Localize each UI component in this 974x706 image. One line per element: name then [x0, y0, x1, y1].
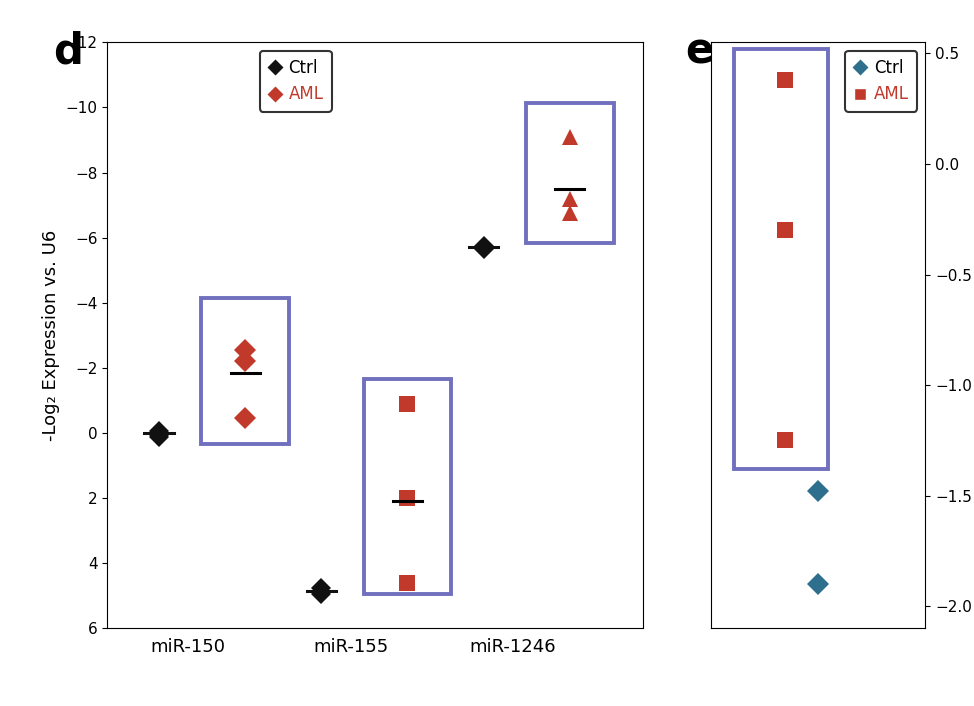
Legend: Ctrl, AML: Ctrl, AML: [845, 51, 917, 112]
Bar: [526, 102, 614, 243]
Bar: [363, 379, 451, 594]
Text: e: e: [686, 30, 714, 73]
Bar: [734, 49, 828, 469]
Bar: [202, 298, 289, 444]
Legend: Ctrl, AML: Ctrl, AML: [260, 51, 332, 112]
Text: d: d: [54, 30, 84, 73]
Y-axis label: -Log₂ Expression vs. U6: -Log₂ Expression vs. U6: [42, 229, 59, 441]
